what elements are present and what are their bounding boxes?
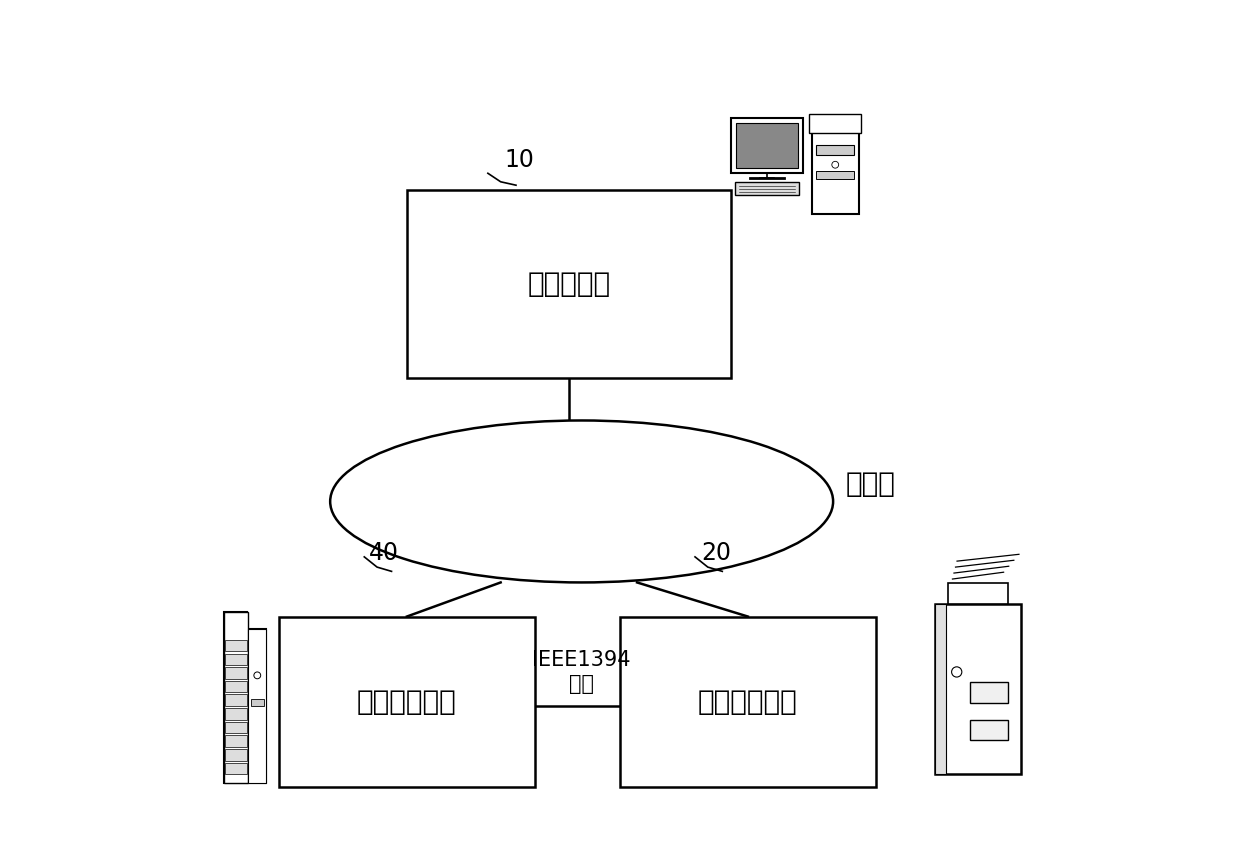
Text: 客户端装置: 客户端装置 xyxy=(527,270,610,298)
Bar xyxy=(812,116,858,214)
Polygon shape xyxy=(223,613,267,782)
Text: 20: 20 xyxy=(701,541,732,565)
Bar xyxy=(407,190,730,378)
Bar xyxy=(226,749,247,760)
Text: 40: 40 xyxy=(368,541,398,565)
Ellipse shape xyxy=(330,420,833,583)
Bar xyxy=(226,763,247,774)
Bar xyxy=(735,123,799,168)
Bar xyxy=(250,699,264,706)
Bar xyxy=(816,171,854,179)
Bar xyxy=(226,654,247,665)
Bar xyxy=(226,735,247,747)
Bar xyxy=(226,694,247,706)
Bar xyxy=(248,629,267,782)
Text: IEEE1394
并行: IEEE1394 并行 xyxy=(532,650,631,693)
Text: 以太网: 以太网 xyxy=(846,470,895,498)
Circle shape xyxy=(832,161,838,168)
Bar xyxy=(279,617,534,787)
Bar xyxy=(226,680,247,692)
Text: 打印机控制器: 打印机控制器 xyxy=(357,688,456,716)
Bar xyxy=(970,720,1008,740)
Text: 10: 10 xyxy=(505,148,534,172)
Bar xyxy=(620,617,875,787)
Bar xyxy=(226,722,247,734)
Bar xyxy=(949,583,1008,604)
Bar xyxy=(816,145,854,155)
Bar xyxy=(730,118,804,173)
Bar xyxy=(810,114,862,133)
Bar xyxy=(226,708,247,720)
Bar xyxy=(935,604,946,774)
Bar xyxy=(226,640,247,651)
Bar xyxy=(226,668,247,679)
Bar xyxy=(970,682,1008,703)
Bar xyxy=(935,604,1021,774)
Circle shape xyxy=(254,672,260,679)
Bar xyxy=(735,182,799,196)
Bar xyxy=(223,613,248,782)
Text: 图像形成装置: 图像形成装置 xyxy=(698,688,797,716)
Circle shape xyxy=(951,667,962,677)
